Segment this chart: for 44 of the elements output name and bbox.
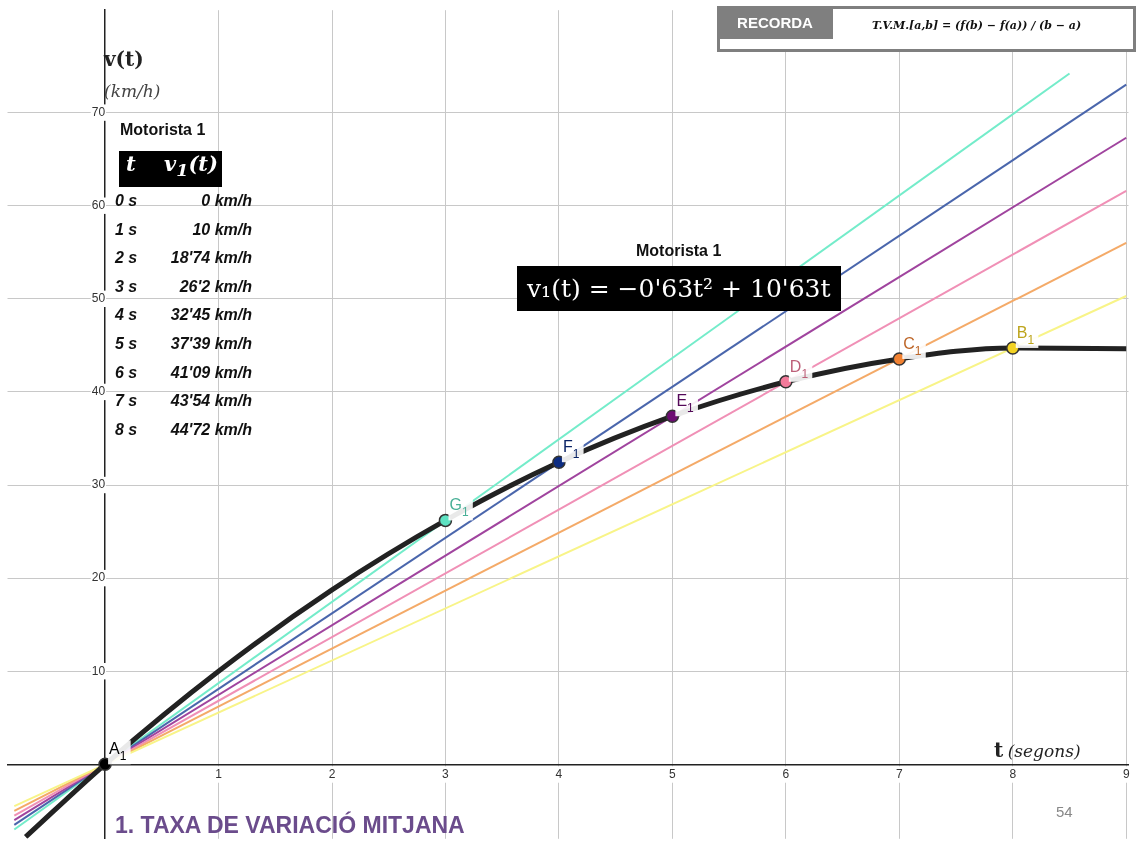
y-tick-label: 20 — [91, 570, 106, 585]
y-tick-label: 40 — [91, 384, 106, 399]
x-tick-label: 3 — [442, 766, 450, 781]
x-tick-label: 4 — [555, 766, 563, 781]
annotation: 44'72 km/h — [169, 420, 252, 439]
annotation: 0 s — [115, 192, 138, 210]
annotation: 32'45 km/h — [169, 306, 252, 325]
annotation: 43'54 km/h — [169, 392, 252, 411]
x-tick-label: 9 — [1122, 766, 1130, 781]
annotation: 5 s — [115, 335, 138, 353]
annotation: 10 km/h — [191, 220, 252, 239]
y-tick-label: 60 — [91, 198, 106, 213]
annotation: 18'74 km/h — [169, 249, 252, 268]
annotation: 0 km/h — [200, 192, 252, 210]
annotation: 8 s — [115, 420, 138, 439]
annotation: RECORDA — [717, 6, 833, 39]
y-tick-label: 70 — [91, 104, 106, 119]
x-tick-label: 6 — [782, 766, 790, 781]
x-tick-label: 2 — [328, 766, 336, 781]
annotation: 41'09 km/h — [169, 363, 252, 382]
annotation: 1 s — [115, 220, 138, 239]
annotation: 2 s — [115, 249, 138, 268]
annotation: 6 s — [115, 363, 138, 382]
annotation: 7 s — [115, 392, 138, 411]
x-tick-label: 1 — [215, 766, 223, 781]
annotation: Motorista 1 — [636, 242, 722, 260]
annotation: v₁(t) = −0'63t² + 10'63t — [517, 266, 841, 311]
y-tick-label: 10 — [91, 663, 106, 678]
x-tick-label: 8 — [1009, 766, 1017, 781]
annotation: T.V.M.[a,b] = (f(b) − f(a)) / (b − a) — [872, 19, 1082, 32]
annotation: 54 — [1056, 803, 1073, 820]
y-tick-label: 30 — [91, 477, 106, 492]
text: 1. TAXA DE VARIACIÓ MITJANA — [115, 812, 465, 839]
annotation: 3 s — [115, 277, 138, 296]
annotation: 37'39 km/h — [169, 335, 252, 353]
annotation: v$_{1}$(t) — [164, 151, 218, 181]
annotation: 4 s — [115, 306, 138, 325]
y-tick-label: 50 — [91, 291, 106, 306]
annotation: 26'2 km/h — [178, 277, 252, 296]
annotation: t — [126, 151, 136, 176]
annotation: Motorista 1 — [120, 121, 206, 139]
x-axis-title: t (segons) — [994, 738, 1081, 762]
x-tick-label: 5 — [669, 766, 677, 781]
x-tick-label: 7 — [895, 766, 903, 781]
